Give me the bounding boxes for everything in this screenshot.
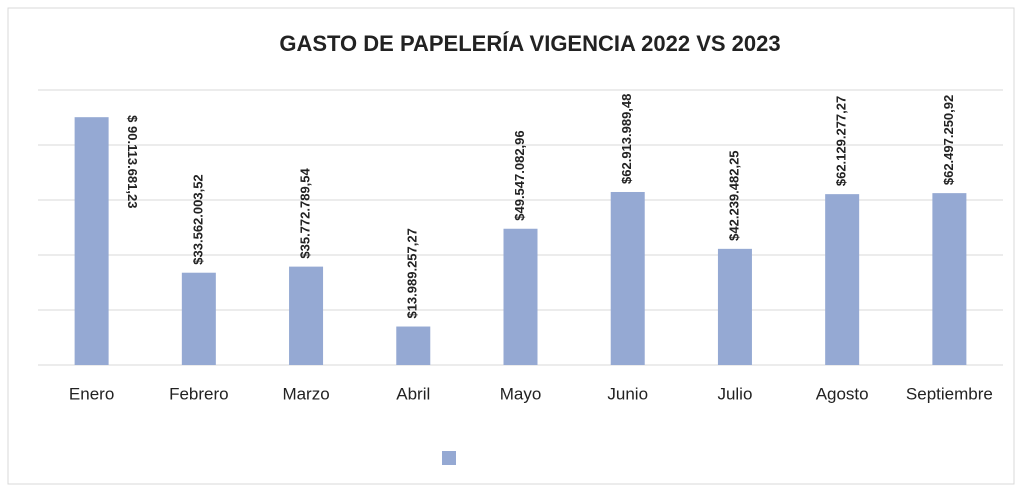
bar [289,266,324,365]
x-tick-label: Julio [717,384,752,403]
x-tick-label: Abril [396,384,430,403]
bar [74,117,109,365]
x-tick-label: Agosto [816,384,869,403]
chart-title: GASTO DE PAPELERÍA VIGENCIA 2022 VS 2023 [279,31,780,56]
legend-swatch [442,451,456,465]
data-label: $33.562.003,52 [190,174,205,264]
data-label: $62.129.277,27 [834,96,849,186]
x-tick-label: Enero [69,384,114,403]
data-label: $49.547.082,96 [512,130,527,220]
bar [932,193,967,365]
x-tick-label: Junio [607,384,648,403]
data-label: $62.497.250,92 [941,95,956,185]
bar [396,326,431,365]
bar [825,194,860,365]
bar [503,228,538,365]
x-tick-label: Septiembre [906,384,993,403]
data-label: $35.772.789,54 [297,167,312,258]
data-label: $42.239.482,25 [726,150,741,240]
x-tick-label: Mayo [500,384,542,403]
data-label: $13.989.257,27 [405,228,420,318]
data-label: $ 90.113.681,23 [125,115,140,208]
data-label: $62.913.989,48 [619,94,634,184]
x-tick-label: Marzo [282,384,329,403]
bar [717,248,752,365]
bar [181,272,216,365]
bar [610,191,645,365]
x-tick-label: Febrero [169,384,229,403]
